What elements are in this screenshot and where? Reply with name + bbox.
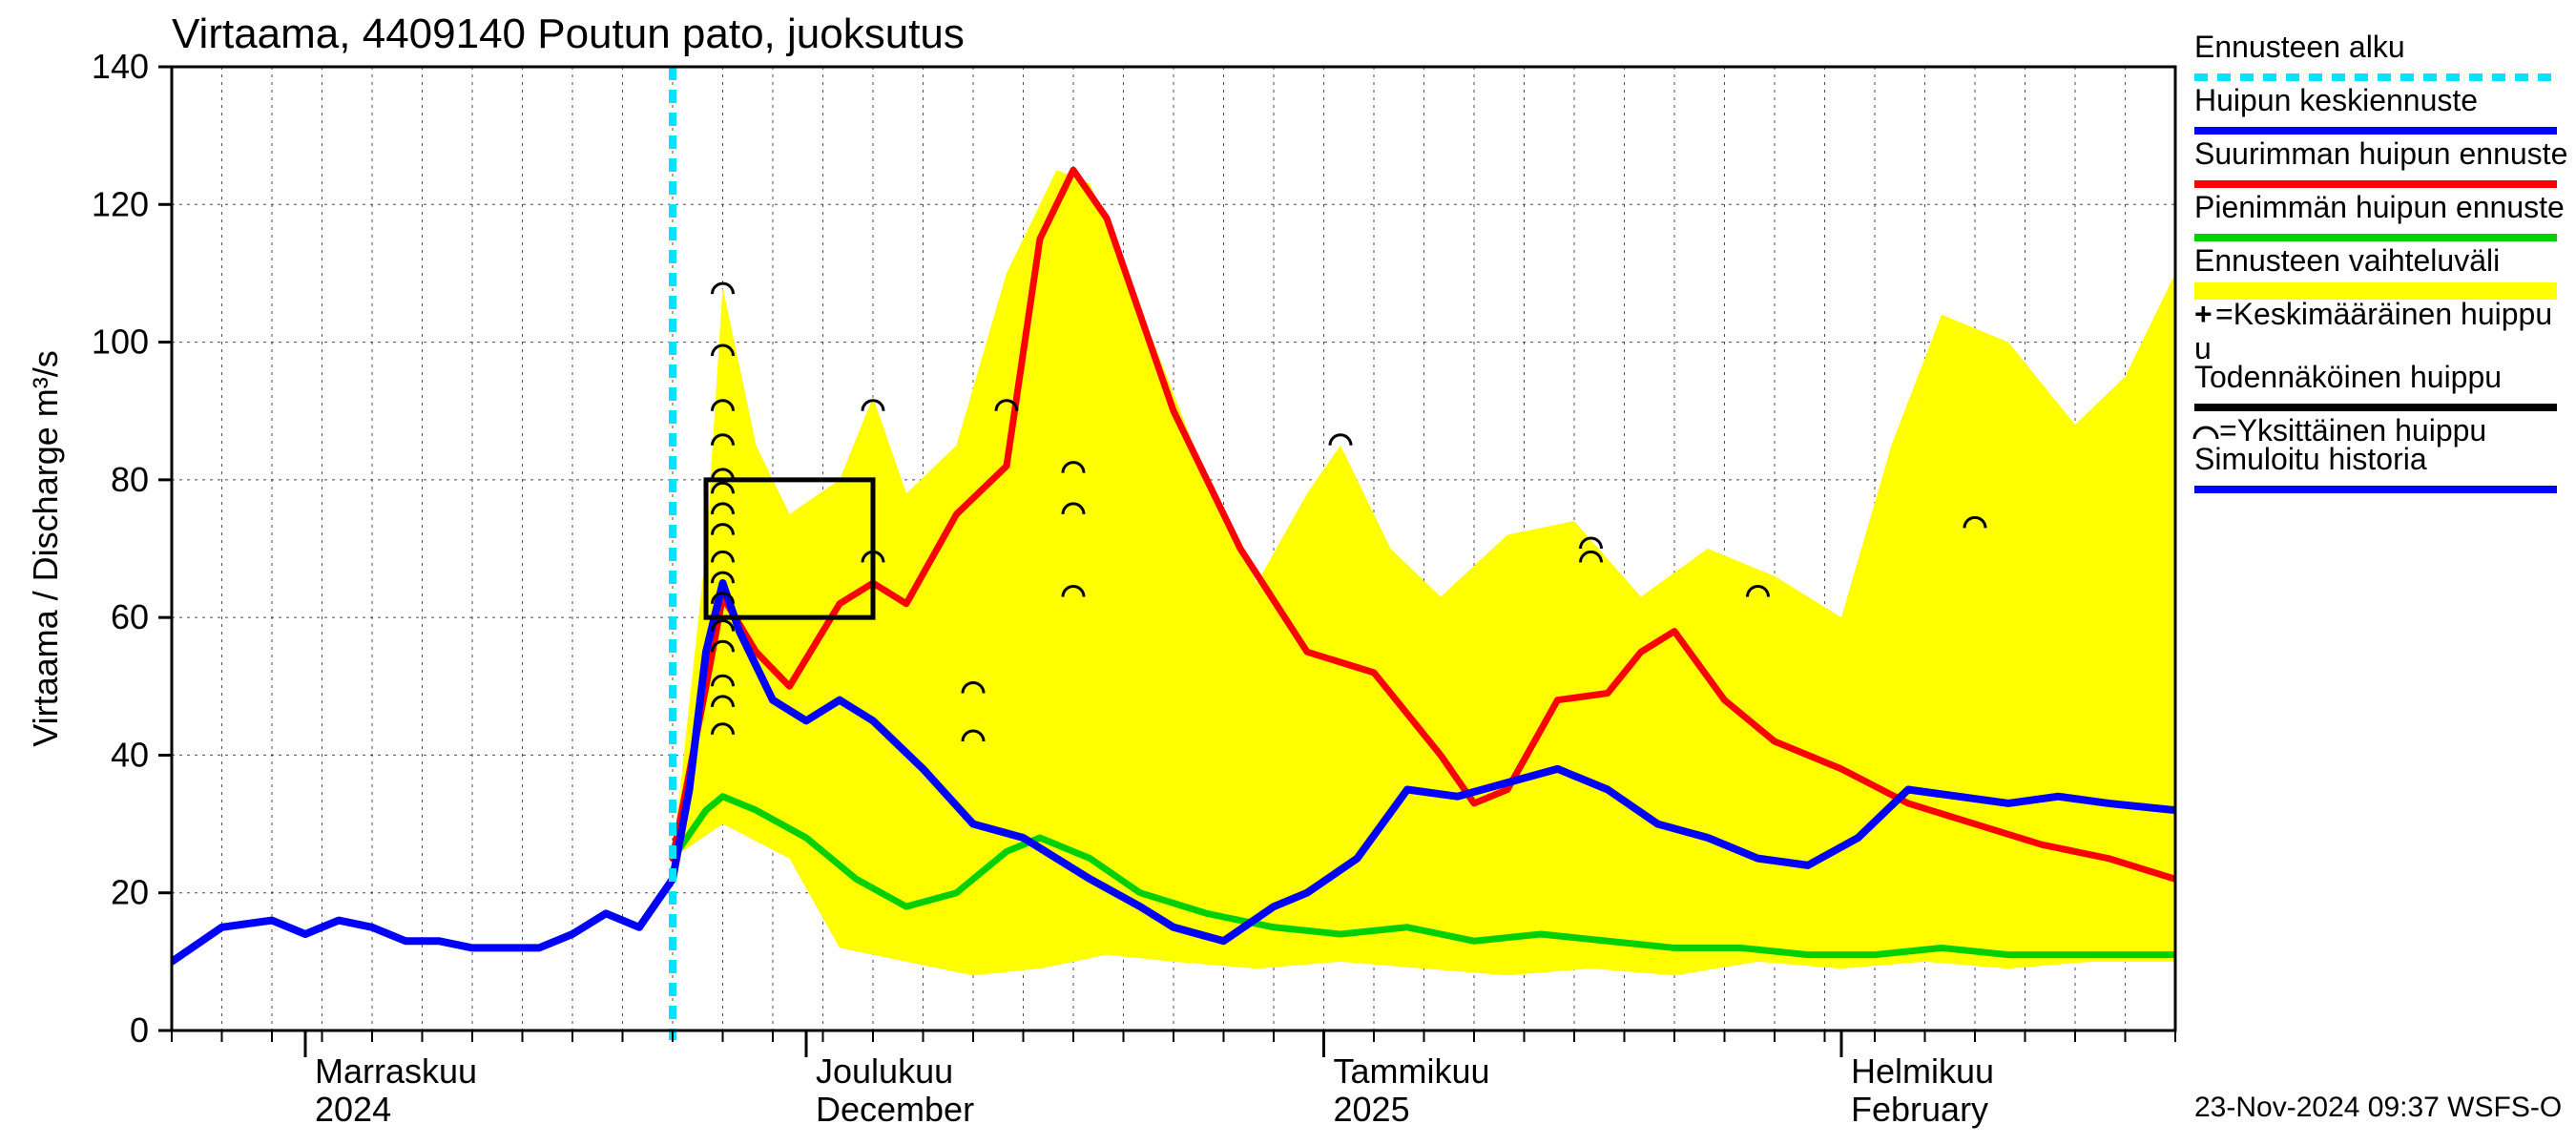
chart-legend: Ennusteen alku Huipun keskiennuste Suurimm… [2194,30,2567,489]
svg-text:140: 140 [92,47,149,86]
svg-text:Todennäköinen huippu: Todennäköinen huippu [2194,360,2502,394]
svg-text:February: February [1851,1090,1988,1129]
svg-text:Joulukuu: Joulukuu [816,1051,953,1091]
discharge-forecast-chart: 0 20 40 60 80 100 120 140 Marraskuu2024 JoulukuuD… [0,0,2576,1145]
y-axis-label: Virtaama / Discharge m³/s [26,350,65,746]
svg-text:December: December [816,1090,974,1129]
svg-text:Marraskuu: Marraskuu [315,1051,477,1091]
svg-text:+: + [2194,297,2212,331]
chart-footer: 23-Nov-2024 09:37 WSFS-O [2194,1092,2562,1123]
svg-text:20: 20 [111,873,149,912]
svg-text:80: 80 [111,460,149,499]
svg-text:100: 100 [92,323,149,362]
svg-text:120: 120 [92,184,149,223]
svg-text:Suurimman huipun ennuste: Suurimman huipun ennuste [2194,136,2567,171]
svg-text:Pienimmän huipun ennuste: Pienimmän huipun ennuste [2194,190,2565,224]
svg-text:Ennusteen alku: Ennusteen alku [2194,30,2405,64]
svg-text:=Keskimääräinen huippu: =Keskimääräinen huippu [2215,297,2552,331]
svg-text:Simuloitu historia: Simuloitu historia [2194,442,2427,476]
svg-text:Ennusteen vaihteluväli: Ennusteen vaihteluväli [2194,243,2500,278]
svg-text:0: 0 [130,1010,149,1050]
svg-text:Helmikuu: Helmikuu [1851,1051,1994,1091]
svg-text:60: 60 [111,597,149,636]
svg-text:40: 40 [111,735,149,774]
svg-text:Huipun keskiennuste: Huipun keskiennuste [2194,83,2478,117]
chart-title: Virtaama, 4409140 Poutun pato, juoksutus [172,10,965,57]
svg-text:2025: 2025 [1334,1090,1410,1129]
svg-text:2024: 2024 [315,1090,391,1129]
svg-text:Tammikuu: Tammikuu [1334,1051,1490,1091]
